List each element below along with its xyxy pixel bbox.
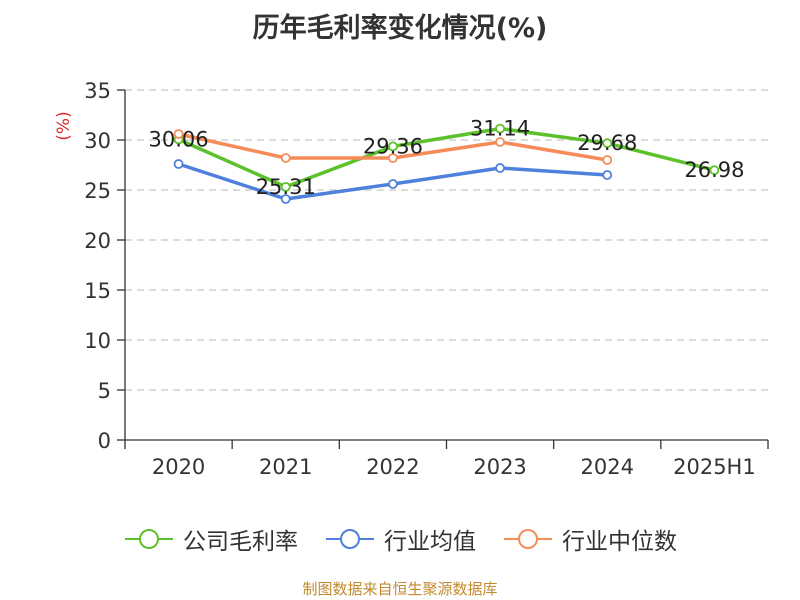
legend-line-marker-icon <box>326 529 374 549</box>
series-layer <box>173 123 720 204</box>
series-line <box>177 126 715 189</box>
data-point <box>388 141 398 152</box>
data-point <box>495 137 505 147</box>
data-point <box>602 138 613 149</box>
legend-label: 行业均值 <box>384 529 476 555</box>
y-tick-label: 10 <box>84 329 111 353</box>
data-point <box>602 170 613 180</box>
y-tick-label: 5 <box>98 379 111 403</box>
data-label: 29.36 <box>363 134 423 158</box>
data-label: 31.14 <box>470 117 530 141</box>
legend-line-marker-icon <box>125 529 173 549</box>
legend: 公司毛利率 行业均值 行业中位数 <box>0 522 800 556</box>
x-tick-label: 2025H1 <box>673 455 756 479</box>
x-tick-label: 2023 <box>473 455 526 479</box>
grid-layer <box>125 89 768 391</box>
source-note: 制图数据来自恒生聚源数据库 <box>302 580 498 598</box>
legend-item-industry-median[interactable]: 行业中位数 <box>502 522 677 556</box>
legend-label: 行业中位数 <box>562 529 677 555</box>
data-point <box>280 194 291 204</box>
y-tick-label: 35 <box>84 79 111 103</box>
data-point <box>173 129 184 139</box>
data-label: 29.68 <box>577 131 637 155</box>
x-tick-label: 2022 <box>366 455 419 479</box>
y-tick-label: 25 <box>84 179 111 203</box>
x-tick-label: 2020 <box>152 455 205 479</box>
data-label: 30.06 <box>149 127 209 151</box>
data-point <box>709 165 720 176</box>
data-point <box>495 123 505 134</box>
label-layer: 30.06 25.31 29.36 31.14 29.68 26.98 <box>149 117 745 199</box>
y-axis-label: (%) <box>54 111 74 140</box>
data-point <box>602 155 613 165</box>
x-tick-label: 2024 <box>581 455 634 479</box>
data-point <box>280 181 291 192</box>
y-tick-label: 0 <box>98 429 111 453</box>
data-label: 26.98 <box>684 158 744 182</box>
legend-item-company-margin[interactable]: 公司毛利率 <box>123 522 298 556</box>
chart-title: 历年毛利率变化情况(%) <box>252 13 548 44</box>
data-point <box>388 179 398 189</box>
data-point <box>495 163 505 173</box>
data-point <box>388 153 398 163</box>
axis-layer: 0 5 10 15 20 25 30 35 2020 2021 2022 2023 2024 2025H1… <box>54 79 769 479</box>
y-tick-label: 20 <box>84 229 111 253</box>
data-point <box>280 153 291 163</box>
legend-item-industry-mean[interactable]: 行业均值 <box>324 522 476 556</box>
data-label: 25.31 <box>256 175 316 199</box>
y-tick-label: 15 <box>84 279 111 303</box>
legend-label: 公司毛利率 <box>183 529 298 555</box>
x-tick-label: 2021 <box>259 455 312 479</box>
legend-line-marker-icon <box>504 529 552 549</box>
data-point <box>173 159 184 169</box>
y-tick-label: 30 <box>84 129 111 153</box>
